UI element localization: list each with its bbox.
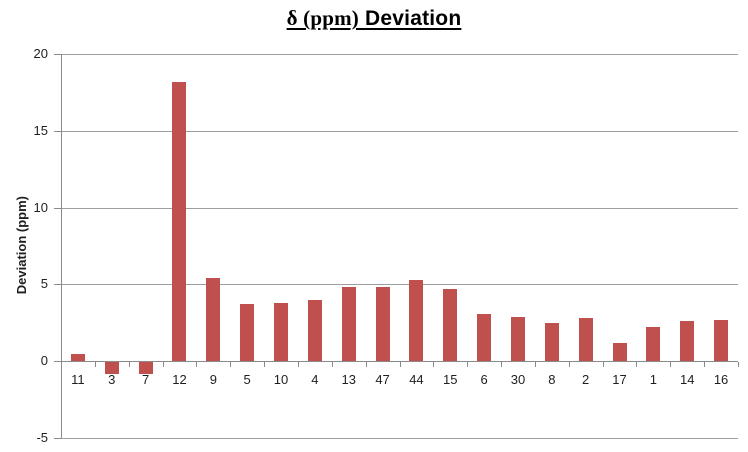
bar-4 <box>307 299 322 362</box>
x-tick <box>399 362 401 368</box>
bar-13 <box>341 287 356 362</box>
bar-1 <box>646 327 661 362</box>
bar-30 <box>510 316 525 362</box>
x-tick-label: 3 <box>108 372 116 388</box>
x-tick-label: 17 <box>612 372 627 388</box>
x-tick <box>636 362 638 368</box>
x-tick-label: 12 <box>172 372 187 388</box>
bar-2 <box>578 318 593 362</box>
x-tick-label: 16 <box>713 372 729 388</box>
x-tick <box>162 362 164 368</box>
y-tick-label: 10 <box>33 199 48 215</box>
y-tick <box>54 207 61 209</box>
x-tick <box>670 362 672 368</box>
x-tick <box>602 362 604 368</box>
x-tick <box>501 362 503 368</box>
y-tick-label: 20 <box>33 46 48 61</box>
x-tick-label: 8 <box>548 372 556 388</box>
h-gridline <box>61 130 738 132</box>
x-tick <box>568 362 570 368</box>
x-tick-label: 11 <box>71 372 85 388</box>
x-tick-label: 13 <box>341 372 356 388</box>
bar-12 <box>172 81 187 362</box>
bar-10 <box>274 302 289 362</box>
bar-7 <box>138 362 153 375</box>
bar-17 <box>612 342 627 362</box>
x-tick-label: 30 <box>510 372 526 388</box>
x-tick <box>230 362 232 368</box>
x-tick-label: 10 <box>273 372 289 388</box>
x-tick-label: 5 <box>243 372 251 388</box>
y-axis-line <box>61 54 62 438</box>
y-tick <box>54 284 61 286</box>
x-tick-label: 14 <box>679 372 695 388</box>
x-tick-label: 44 <box>409 372 424 388</box>
bar-5 <box>240 304 255 362</box>
x-tick-label: 9 <box>209 372 217 388</box>
x-tick <box>196 362 198 368</box>
y-tick <box>54 130 61 132</box>
x-tick-label: 2 <box>582 372 590 388</box>
x-tick <box>534 362 536 368</box>
x-tick <box>128 362 130 368</box>
bar-6 <box>477 313 492 362</box>
y-tick-label: 0 <box>40 353 48 369</box>
x-tick <box>467 362 469 368</box>
x-tick <box>704 362 706 368</box>
y-tick <box>54 438 61 439</box>
bar-9 <box>206 278 221 362</box>
bar-16 <box>714 319 729 362</box>
bar-8 <box>544 322 559 362</box>
chart-title-text-part: Deviation <box>365 7 462 30</box>
h-gridline <box>61 54 738 55</box>
y-tick-label: 15 <box>33 122 48 138</box>
chart-title: δ (ppm) Deviation <box>0 6 748 31</box>
x-tick <box>264 362 266 368</box>
y-tick <box>54 54 61 55</box>
bar-14 <box>680 321 695 362</box>
x-tick-label: 47 <box>375 372 390 388</box>
x-tick <box>738 362 739 368</box>
x-tick <box>61 362 62 368</box>
chart-title-delta-part: δ (ppm) <box>286 6 359 30</box>
x-tick-label: 1 <box>649 372 657 388</box>
x-axis-line <box>61 361 738 363</box>
bar-11 <box>70 353 85 362</box>
y-tick-label: -5 <box>36 430 48 445</box>
x-tick-label: 6 <box>480 372 488 388</box>
bar-15 <box>443 289 458 362</box>
h-gridline <box>61 438 738 439</box>
bar-3 <box>104 362 119 375</box>
x-tick <box>297 362 299 368</box>
bar-44 <box>409 279 424 362</box>
x-tick <box>94 362 96 368</box>
bar-47 <box>375 287 390 362</box>
x-tick <box>331 362 333 368</box>
x-tick-label: 15 <box>443 372 458 388</box>
h-gridline <box>61 207 738 209</box>
y-tick-label: 5 <box>40 276 48 292</box>
y-tick <box>54 361 61 363</box>
x-tick-label: 7 <box>142 372 150 388</box>
h-gridline <box>61 284 738 286</box>
x-tick <box>433 362 435 368</box>
x-tick <box>365 362 367 368</box>
x-tick-label: 4 <box>311 372 319 388</box>
